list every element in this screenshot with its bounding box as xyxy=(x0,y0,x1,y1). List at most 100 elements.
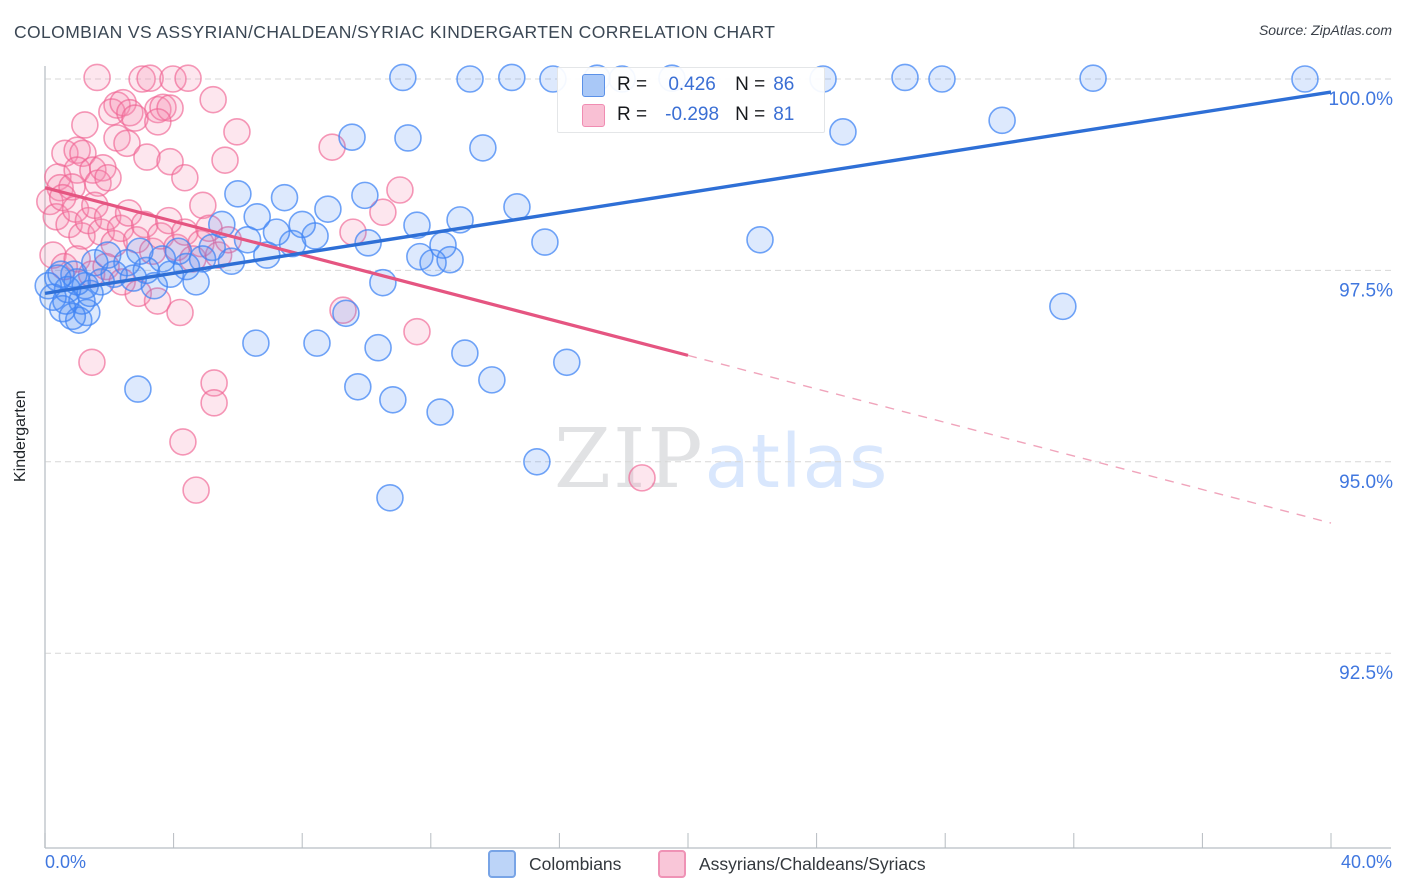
data-point xyxy=(243,203,271,231)
data-point xyxy=(113,129,141,158)
data-point xyxy=(451,339,479,367)
data-point xyxy=(523,447,551,476)
legend-row-colombians: R = 0.426 N = 86 xyxy=(558,72,824,98)
data-point xyxy=(174,64,202,93)
n-value-blue: 86 xyxy=(773,74,795,95)
data-point xyxy=(628,464,656,492)
data-point xyxy=(69,139,97,168)
data-point xyxy=(829,118,857,146)
data-point xyxy=(223,118,251,146)
data-point xyxy=(211,146,239,174)
pink-trend-line-dashed xyxy=(687,354,1332,524)
pink-trend-line-solid xyxy=(44,186,689,357)
data-point xyxy=(136,64,164,93)
blue-trend-line xyxy=(44,90,1332,296)
assyrians-label: Assyrians/Chaldeans/Syriacs xyxy=(699,853,926,874)
data-point xyxy=(498,63,526,92)
data-point xyxy=(146,222,175,250)
data-point xyxy=(71,111,99,139)
y-tick-label: 92.5% xyxy=(1339,663,1393,684)
data-point xyxy=(140,271,169,300)
r-value-blue: 0.426 xyxy=(668,74,716,95)
data-point xyxy=(478,366,506,394)
data-point xyxy=(351,181,379,210)
data-point xyxy=(78,348,106,377)
data-point xyxy=(303,329,331,357)
data-point xyxy=(188,245,217,273)
data-point xyxy=(270,183,299,212)
bottom-legend-colombians: Colombians xyxy=(488,850,621,878)
r-label: R = xyxy=(617,74,648,95)
data-point xyxy=(130,210,159,239)
r-value-pink: -0.298 xyxy=(665,104,720,125)
data-point xyxy=(386,176,414,204)
data-point xyxy=(403,211,431,240)
data-point xyxy=(1291,65,1319,93)
data-point xyxy=(122,225,151,254)
gridlines: 100.0% 97.5% 95.0% 92.5% xyxy=(45,78,1394,684)
data-point xyxy=(406,242,434,271)
data-point xyxy=(314,195,342,223)
r-label: R = xyxy=(617,104,648,125)
data-point xyxy=(369,198,397,227)
data-point xyxy=(171,163,199,192)
data-point xyxy=(94,163,122,192)
data-point xyxy=(988,106,1016,135)
data-point xyxy=(318,133,346,161)
n-label: N = xyxy=(735,74,766,95)
data-point xyxy=(503,193,531,221)
data-point xyxy=(169,428,197,456)
data-point xyxy=(426,398,454,426)
correlation-legend-box: R = 0.426 N = 86 R = -0.298 N = 81 xyxy=(557,67,825,133)
chart-title: COLOMBIAN VS ASSYRIAN/CHALDEAN/SYRIAC KI… xyxy=(14,22,776,42)
data-point xyxy=(159,65,187,93)
data-point xyxy=(389,63,417,92)
y-tick-label: 100.0% xyxy=(1329,89,1394,110)
data-point xyxy=(200,389,228,417)
data-point xyxy=(436,245,464,274)
data-point xyxy=(1079,64,1107,93)
data-point xyxy=(149,93,177,122)
x-axis-min-label: 0.0% xyxy=(45,852,87,872)
data-point xyxy=(456,65,484,93)
assyrians-swatch xyxy=(658,850,686,878)
y-tick-label: 97.5% xyxy=(1339,280,1393,301)
bottom-legend-assyrians: Assyrians/Chaldeans/Syriacs xyxy=(658,850,926,878)
source-credit: Source: ZipAtlas.com xyxy=(1258,22,1392,38)
data-point xyxy=(531,228,559,256)
n-value-pink: 81 xyxy=(773,104,795,125)
data-point xyxy=(344,372,372,401)
colombians-swatch xyxy=(488,850,516,878)
data-point xyxy=(1049,292,1077,321)
axes xyxy=(44,66,1391,849)
data-point xyxy=(262,218,291,246)
blue-series-swatch xyxy=(582,73,605,97)
data-point xyxy=(376,483,404,512)
data-point xyxy=(419,248,447,277)
data-point xyxy=(242,329,270,357)
data-point xyxy=(394,124,422,152)
y-tick-label: 95.0% xyxy=(1339,472,1393,493)
x-axis-max-label: 40.0% xyxy=(1340,852,1392,872)
data-point xyxy=(133,143,161,171)
data-point xyxy=(746,225,774,254)
data-point xyxy=(403,317,431,346)
data-point xyxy=(189,191,217,220)
data-point xyxy=(200,369,228,397)
pink-series-swatch xyxy=(582,103,605,127)
data-point xyxy=(891,63,919,92)
data-point xyxy=(224,180,252,208)
data-point xyxy=(116,98,144,127)
data-point xyxy=(199,85,227,114)
data-point xyxy=(124,375,152,403)
data-point xyxy=(379,385,407,414)
data-point xyxy=(64,306,93,334)
data-point xyxy=(364,333,392,362)
data-point xyxy=(144,108,172,136)
data-point xyxy=(301,222,329,250)
data-point xyxy=(106,214,135,243)
data-point xyxy=(166,298,194,327)
data-point xyxy=(83,63,111,92)
